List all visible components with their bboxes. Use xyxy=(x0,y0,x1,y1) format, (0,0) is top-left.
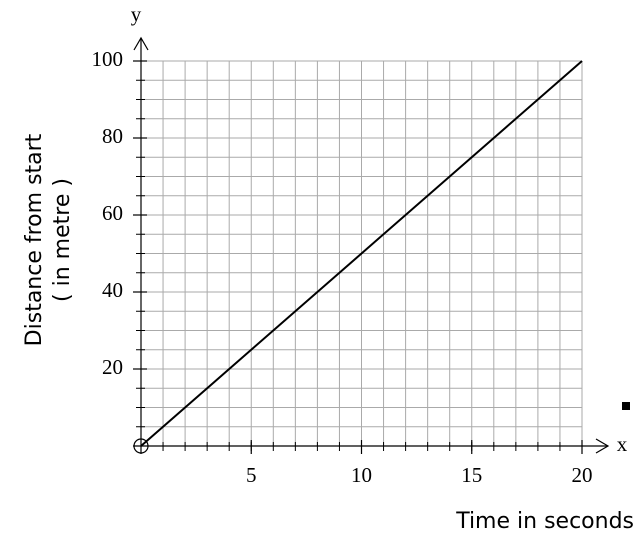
y-tick-label: 60 xyxy=(102,201,123,225)
y-tick-label: 100 xyxy=(92,47,124,71)
y-axis-letter: y xyxy=(131,2,142,26)
y-axis-title-line: Distance from start xyxy=(22,133,47,346)
x-tick-label: 10 xyxy=(351,463,372,487)
y-tick-label: 40 xyxy=(102,278,123,302)
y-axis-arrow xyxy=(133,36,149,51)
origin-circle xyxy=(133,438,149,454)
y-axis-title: Distance from start ( in metre ) xyxy=(22,133,75,346)
data-line xyxy=(140,60,583,447)
y-axis-title-line: ( in metre ) xyxy=(50,178,75,302)
x-tick-label: 15 xyxy=(461,463,482,487)
x-tick-label: 5 xyxy=(246,463,257,487)
x-axis-title: Time in seconds xyxy=(455,509,634,534)
x-axis-letter: x xyxy=(617,432,628,456)
y-tick-label: 80 xyxy=(102,124,123,148)
x-tick-label: 20 xyxy=(572,463,593,487)
x-axis-arrow xyxy=(595,438,610,454)
marker-square xyxy=(622,402,630,410)
y-tick-label: 20 xyxy=(102,355,123,379)
